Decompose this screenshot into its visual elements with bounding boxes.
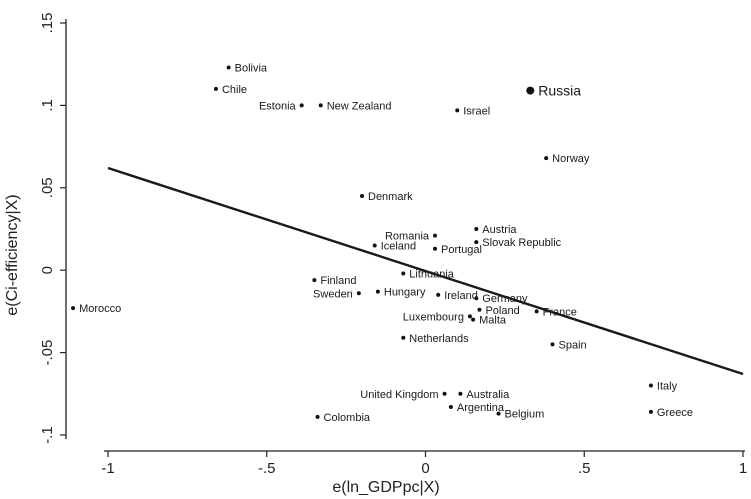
point-label: Sweden	[313, 288, 353, 300]
point-label: Morocco	[79, 303, 121, 315]
point-label: Germany	[482, 293, 528, 305]
data-point	[356, 291, 361, 296]
data-point	[455, 108, 460, 113]
point-label: Israel	[463, 105, 490, 117]
y-tick-label: .1	[39, 99, 56, 112]
y-tick-label: .05	[39, 177, 56, 198]
data-point	[648, 383, 653, 388]
data-point	[299, 103, 304, 108]
point-label: Portugal	[441, 244, 482, 256]
data-point	[375, 289, 380, 294]
data-point	[458, 391, 463, 396]
data-point	[318, 103, 323, 108]
data-point	[372, 243, 377, 248]
data-point	[360, 194, 364, 199]
data-point	[471, 317, 476, 322]
x-tick-label: 0	[421, 460, 429, 477]
data-point	[474, 296, 479, 301]
x-axis-label: e(ln_GDPpc|X)	[332, 479, 439, 496]
data-point	[433, 246, 438, 251]
point-label: Romania	[385, 231, 430, 243]
point-label: Spain	[559, 339, 587, 351]
point-label: Netherlands	[409, 333, 469, 345]
data-point	[474, 240, 479, 245]
point-label: Iceland	[381, 240, 416, 252]
data-point	[526, 86, 535, 95]
data-point	[213, 86, 218, 91]
point-label: France	[543, 306, 577, 318]
point-label: Australia	[466, 389, 510, 401]
y-tick-label: -.1	[39, 426, 56, 444]
y-tick-label: -.05	[39, 340, 56, 366]
data-point	[315, 414, 320, 419]
y-axis-label: e(Ci-efficiency|X)	[4, 194, 21, 315]
data-point	[544, 156, 549, 161]
point-label: Norway	[552, 153, 590, 165]
point-label: Lithuania	[409, 268, 455, 280]
data-point	[226, 65, 231, 70]
x-tick-label: -1	[101, 460, 114, 477]
point-label: Russia	[538, 83, 581, 99]
point-label: Estonia	[259, 100, 297, 112]
point-label: Malta	[479, 315, 507, 327]
data-point	[442, 391, 447, 396]
point-label: United Kingdom	[360, 389, 438, 401]
point-label: Argentina	[457, 402, 505, 414]
data-point	[448, 404, 453, 409]
point-label: Austria	[482, 224, 517, 236]
data-point	[534, 309, 539, 314]
data-point	[474, 227, 479, 231]
data-point	[71, 306, 76, 311]
fit-line	[107, 166, 744, 376]
y-tick-label: 0	[39, 266, 56, 274]
data-point	[401, 335, 406, 340]
data-point	[312, 278, 317, 283]
data-point	[467, 314, 472, 319]
fit-line-group	[107, 166, 744, 376]
data-point	[477, 307, 482, 312]
point-label: Bolivia	[235, 62, 268, 74]
axes: -.1 -.05 0 .05 .1 .15 -1 -.5 0 .5 1	[39, 13, 747, 477]
data-point	[648, 409, 653, 414]
y-tick-label: .15	[39, 13, 56, 34]
data-point	[550, 342, 555, 347]
data-point	[436, 292, 441, 297]
point-label: Greece	[657, 407, 693, 419]
point-label: Italy	[657, 381, 678, 393]
x-tick-label: .5	[578, 460, 591, 477]
x-tick-label: 1	[739, 460, 747, 477]
data-point	[401, 271, 406, 276]
point-label: Poland	[485, 305, 519, 317]
point-label: Slovak Republic	[482, 237, 561, 249]
point-label: New Zealand	[327, 100, 392, 112]
x-tick-label: -.5	[258, 460, 276, 477]
point-label: Belgium	[505, 409, 545, 421]
point-label: Colombia	[324, 412, 371, 424]
point-label: Denmark	[368, 191, 413, 203]
point-label: Ireland	[444, 290, 478, 302]
data-point	[433, 233, 438, 238]
point-label: Finland	[320, 275, 356, 287]
data-point	[496, 411, 501, 416]
points-group: Bolivia Chile Estonia New Zealand Israel Russ…	[71, 62, 693, 424]
point-label: Chile	[222, 84, 247, 96]
point-label: Hungary	[384, 287, 426, 299]
point-label: Luxembourg	[403, 311, 464, 323]
